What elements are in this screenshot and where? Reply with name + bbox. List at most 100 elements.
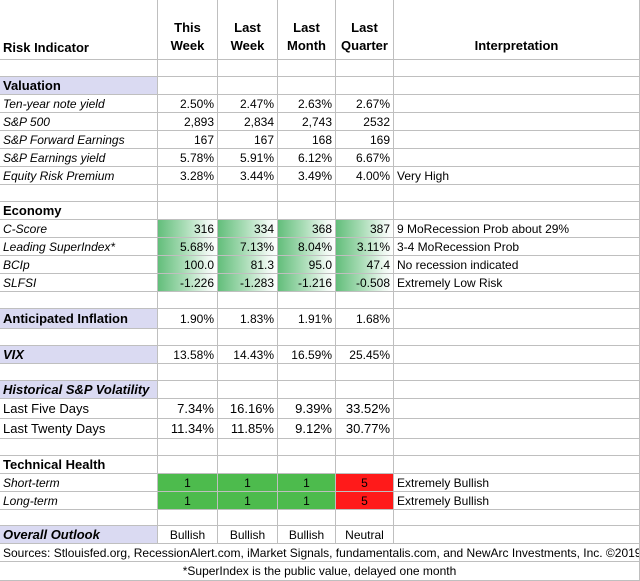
value: -1.283 xyxy=(218,274,278,292)
empty-cell xyxy=(336,364,394,381)
row-label: Last Five Days xyxy=(0,399,158,419)
value: 7.13% xyxy=(218,238,278,256)
empty-cell xyxy=(278,439,336,456)
value: 368 xyxy=(278,220,336,238)
empty-cell xyxy=(0,60,158,77)
blank-row xyxy=(0,510,640,526)
empty-cell xyxy=(394,456,640,474)
section-title: Economy xyxy=(0,202,158,220)
value: 1.91% xyxy=(278,309,336,329)
empty-cell xyxy=(336,456,394,474)
empty-cell xyxy=(394,381,640,399)
blank-row xyxy=(0,185,640,202)
value: Bullish xyxy=(278,526,336,544)
empty-cell xyxy=(218,439,278,456)
value: 47.4 xyxy=(336,256,394,274)
value: 3.44% xyxy=(218,167,278,185)
empty-cell xyxy=(336,77,394,95)
data-row: SLFSI -1.226 -1.283 -1.216 -0.508 Extremely L… xyxy=(0,274,640,292)
interpretation: Extremely Bullish xyxy=(394,492,640,510)
sources: Sources: Stlouisfed.org, RecessionAlert.… xyxy=(0,544,640,562)
empty-cell xyxy=(394,419,640,439)
value: 16.59% xyxy=(278,346,336,364)
row-label: S&P Earnings yield xyxy=(0,149,158,167)
empty-cell xyxy=(336,202,394,220)
column-header: Last Week xyxy=(218,0,278,60)
value: 5.78% xyxy=(158,149,218,167)
empty-cell xyxy=(158,381,218,399)
value: 1.90% xyxy=(158,309,218,329)
value: 25.45% xyxy=(336,346,394,364)
row-label: S&P 500 xyxy=(0,113,158,131)
interpretation-header: Interpretation xyxy=(394,0,640,60)
value: 81.3 xyxy=(218,256,278,274)
empty-cell xyxy=(278,510,336,526)
empty-cell xyxy=(394,60,640,77)
row-label: Ten-year note yield xyxy=(0,95,158,113)
column-header-line: Quarter xyxy=(341,38,388,53)
empty-cell xyxy=(394,346,640,364)
row-label: Leading SuperIndex* xyxy=(0,238,158,256)
value: 4.00% xyxy=(336,167,394,185)
empty-cell xyxy=(218,292,278,309)
value: 2,834 xyxy=(218,113,278,131)
empty-cell xyxy=(158,329,218,346)
interpretation: Extremely Low Risk xyxy=(394,274,640,292)
value: 100.0 xyxy=(158,256,218,274)
interpretation: Extremely Bullish xyxy=(394,474,640,492)
value: 2,743 xyxy=(278,113,336,131)
column-header-line: Week xyxy=(230,38,265,53)
value: 11.34% xyxy=(158,419,218,439)
header-label: Risk Indicator xyxy=(0,0,158,60)
empty-cell xyxy=(278,77,336,95)
column-header-line: Last xyxy=(351,20,378,35)
value: 30.77% xyxy=(336,419,394,439)
empty-cell xyxy=(394,309,640,329)
value: 3.28% xyxy=(158,167,218,185)
data-row: Long-term 1 1 1 5 Extremely Bullish xyxy=(0,492,640,510)
column-header: This Week xyxy=(158,0,218,60)
empty-cell xyxy=(278,292,336,309)
value: 8.04% xyxy=(278,238,336,256)
value: 95.0 xyxy=(278,256,336,274)
column-header-line: This xyxy=(174,20,201,35)
value: 13.58% xyxy=(158,346,218,364)
empty-cell xyxy=(158,456,218,474)
value: 2.47% xyxy=(218,95,278,113)
section-title-row: Anticipated Inflation 1.90% 1.83% 1.91% 1.68… xyxy=(0,309,640,329)
blank-row xyxy=(0,329,640,346)
empty-cell xyxy=(218,329,278,346)
empty-cell xyxy=(0,510,158,526)
section-title: Valuation xyxy=(0,77,158,95)
data-row: C-Score 316 334 368 387 9 MoRecession Prob ab… xyxy=(0,220,640,238)
interpretation: No recession indicated xyxy=(394,256,640,274)
section-title-row: Technical Health xyxy=(0,456,640,474)
value: 387 xyxy=(336,220,394,238)
empty-cell xyxy=(0,364,158,381)
empty-cell xyxy=(278,364,336,381)
value: 168 xyxy=(278,131,336,149)
empty-cell xyxy=(394,329,640,346)
value: 167 xyxy=(218,131,278,149)
data-row: S&P Earnings yield 5.78% 5.91% 6.12% 6.67% xyxy=(0,149,640,167)
interpretation: 9 MoRecession Prob about 29% xyxy=(394,220,640,238)
data-row: Short-term 1 1 1 5 Extremely Bullish xyxy=(0,474,640,492)
empty-cell xyxy=(218,185,278,202)
empty-cell xyxy=(278,381,336,399)
value: 1 xyxy=(158,492,218,510)
value: 5 xyxy=(336,474,394,492)
value: 169 xyxy=(336,131,394,149)
value: 9.12% xyxy=(278,419,336,439)
value: 316 xyxy=(158,220,218,238)
empty-cell xyxy=(336,185,394,202)
empty-cell xyxy=(158,202,218,220)
empty-cell xyxy=(394,202,640,220)
section-title: Technical Health xyxy=(0,456,158,474)
column-header-line: Month xyxy=(287,38,326,53)
row-label: Last Twenty Days xyxy=(0,419,158,439)
blank-row xyxy=(0,60,640,77)
section-title: VIX xyxy=(0,346,158,364)
value: 3.49% xyxy=(278,167,336,185)
data-row: Last Twenty Days 11.34% 11.85% 9.12% 30.77% xyxy=(0,419,640,439)
